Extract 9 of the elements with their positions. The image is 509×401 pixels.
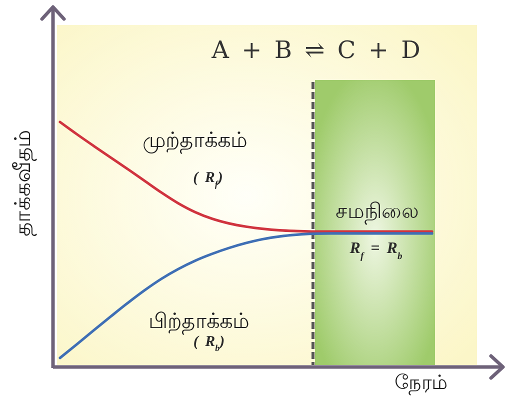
series-label: பிற்தாக்கம் xyxy=(148,309,250,335)
annotation: ( R$_{b}$) xyxy=(193,334,225,353)
chart-title: A + B ⇌ C + D xyxy=(210,36,420,64)
annotation: R$_{f}$ = R$_{b}$ xyxy=(348,240,402,262)
annotation: ( R$_{f}$) xyxy=(193,170,223,189)
annotation: சமநிலை xyxy=(336,199,418,225)
y-axis-title: தாக்கவீதம் xyxy=(11,130,37,236)
series-label: முற்தாக்கம் xyxy=(142,128,248,154)
x-axis-title: நேரம் xyxy=(394,370,448,395)
